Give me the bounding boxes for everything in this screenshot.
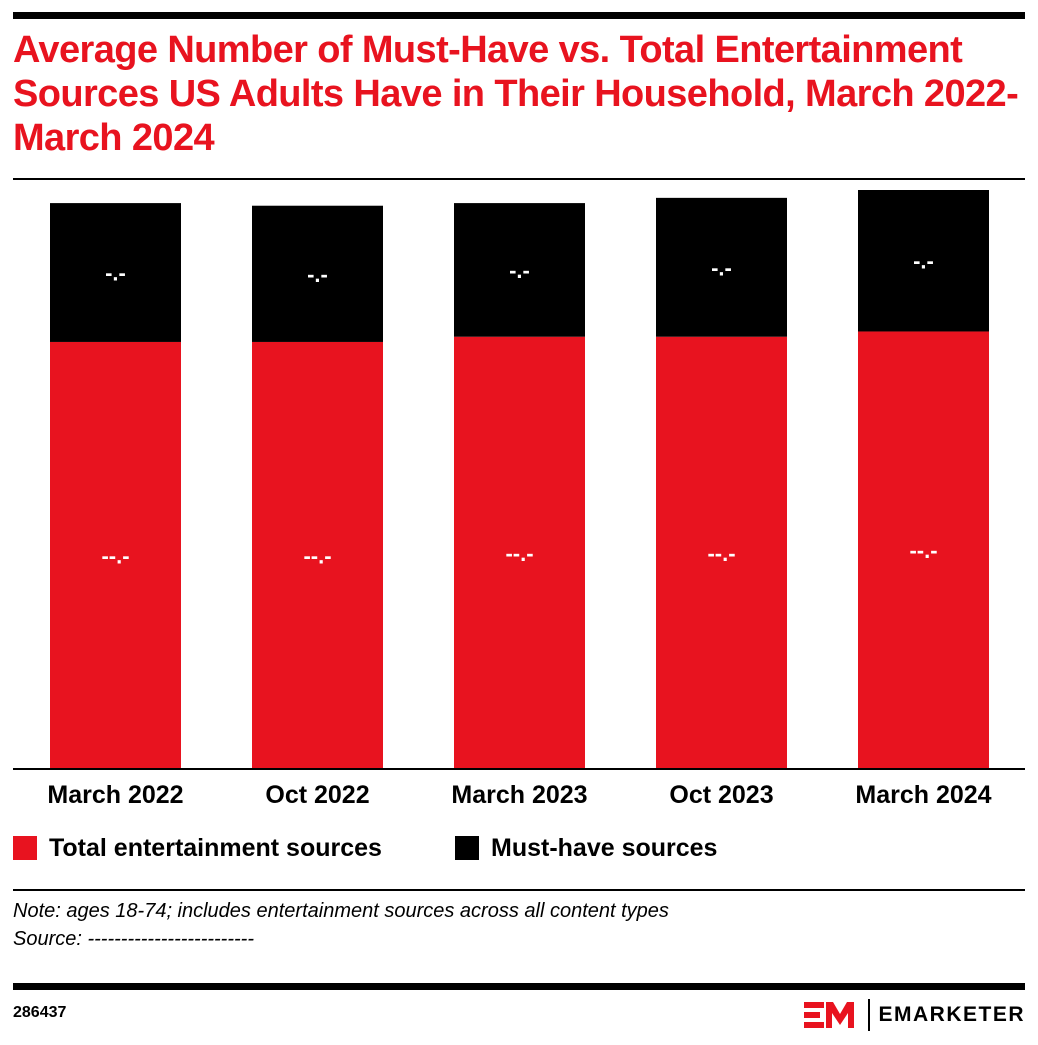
top-rule <box>13 12 1025 19</box>
emarketer-brand: EMARKETER <box>804 997 1025 1033</box>
chart-note: Note: ages 18-74; includes entertainment… <box>13 900 669 922</box>
data-label-total: --.- <box>707 541 735 566</box>
chart-id: 286437 <box>13 1004 67 1021</box>
legend-swatch-must-have <box>455 836 479 860</box>
data-label-must-have: -.- <box>913 249 934 274</box>
bar-segment-total <box>454 336 585 769</box>
x-tick-label: March 2023 <box>451 781 587 809</box>
brand-divider <box>868 999 871 1031</box>
bottom-rule <box>13 983 1025 990</box>
legend-item-must-have: Must-have sources <box>455 834 717 862</box>
chart-source: Source: ------------------------- <box>13 928 254 950</box>
title-rule <box>13 178 1025 180</box>
bar-segment-must-have <box>858 190 989 332</box>
brand-name: EMARKETER <box>878 1003 1025 1026</box>
emarketer-logo-icon <box>804 1002 855 1028</box>
data-label-total: --.- <box>303 543 331 568</box>
data-label-must-have: -.- <box>307 262 328 287</box>
bar-segment-must-have <box>252 205 383 342</box>
data-label-must-have: -.- <box>105 261 126 286</box>
data-label-must-have: -.- <box>711 255 732 280</box>
data-label-total: --.- <box>101 543 129 568</box>
legend-label-must-have: Must-have sources <box>491 833 718 862</box>
x-tick-label: March 2022 <box>47 781 183 809</box>
legend-label-total: Total entertainment sources <box>49 833 382 862</box>
data-label-total: --.- <box>909 538 937 563</box>
bar-segment-must-have <box>656 197 787 337</box>
bar-segment-total <box>656 336 787 769</box>
stacked-bar-chart: --.- -.- --.- -.- --.- -.- --.- -.- --.- -.- Marc… <box>13 190 1025 809</box>
legend-item-total: Total entertainment sources <box>13 834 382 862</box>
bar-segment-total <box>252 341 383 769</box>
legend-swatch-total <box>13 836 37 860</box>
bar-segment-must-have <box>50 203 181 342</box>
chart-title: Average Number of Must-Have vs. Total En… <box>13 29 1019 159</box>
bar-segment-total <box>50 341 181 769</box>
bars-group: --.- -.- --.- -.- --.- -.- --.- -.- --.- -.- <box>50 190 989 769</box>
x-tick-label: Oct 2022 <box>265 781 369 809</box>
bar-segment-must-have <box>454 203 585 337</box>
data-label-must-have: -.- <box>509 258 530 283</box>
x-tick-label: March 2024 <box>855 781 991 809</box>
data-label-total: --.- <box>505 541 533 566</box>
x-tick-label: Oct 2023 <box>669 781 773 809</box>
note-rule <box>13 889 1025 891</box>
bar-segment-total <box>858 331 989 769</box>
x-axis-labels: March 2022 Oct 2022 March 2023 Oct 2023 Marc… <box>47 781 991 809</box>
